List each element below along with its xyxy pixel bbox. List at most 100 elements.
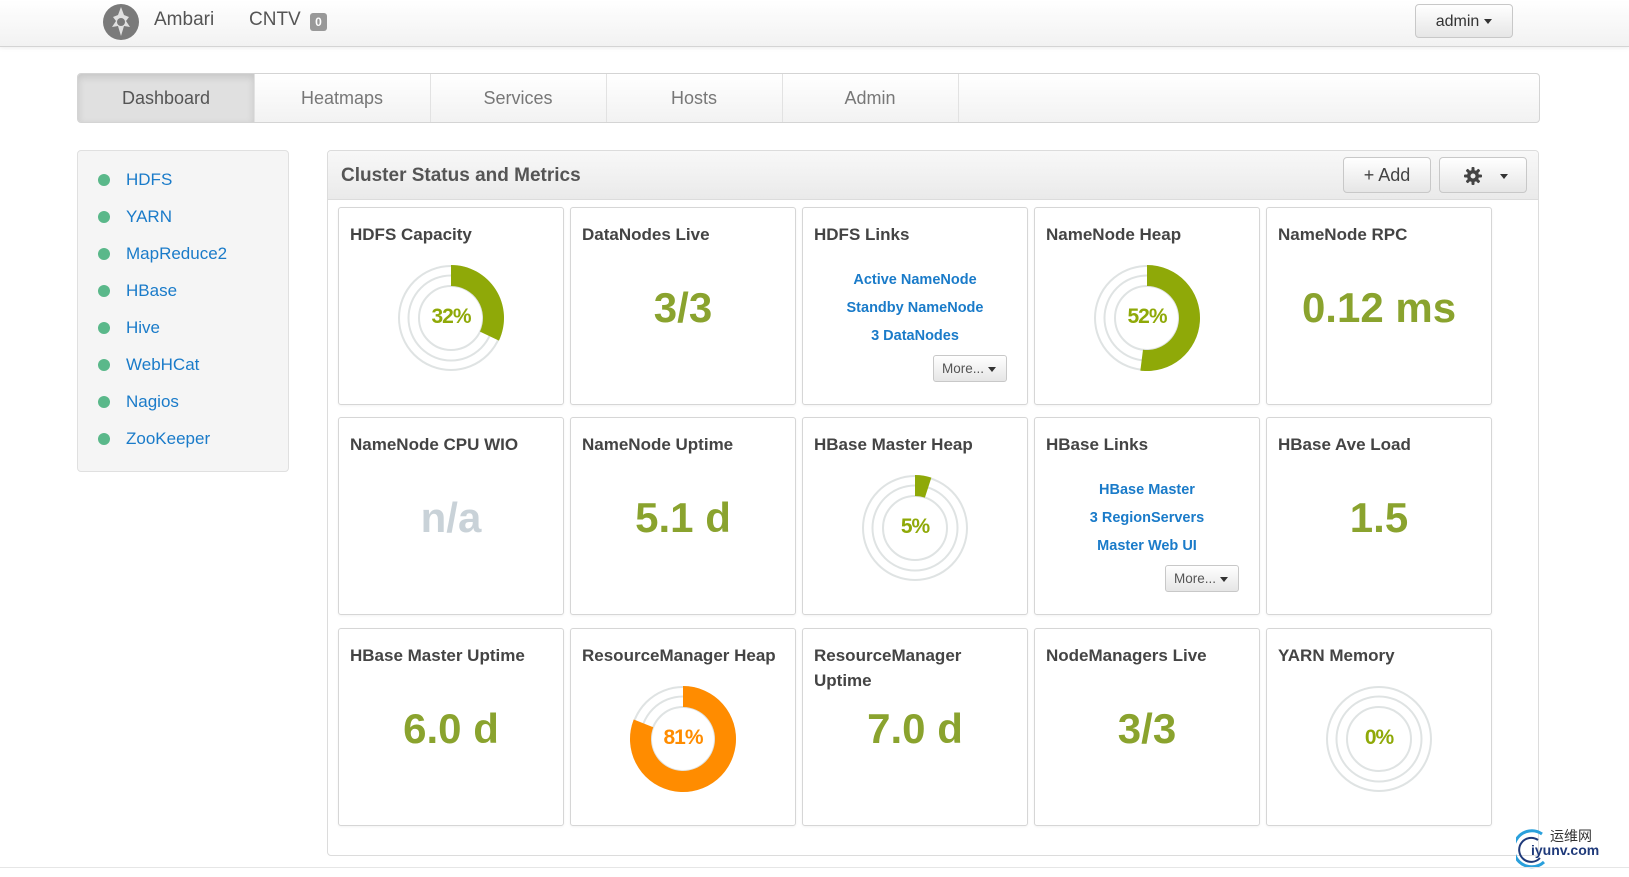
widget-value: 3/3	[1117, 705, 1177, 752]
widget-namenode-rpc[interactable]: NameNode RPC 0.12 ms	[1266, 207, 1492, 405]
status-ok-icon	[98, 211, 110, 223]
status-ok-icon	[98, 433, 110, 445]
panel-header: Cluster Status and Metrics + Add	[328, 151, 1538, 200]
donut-percent-label: 52%	[1127, 305, 1167, 328]
add-widget-button[interactable]: + Add	[1343, 157, 1431, 193]
sidebar-item-label: YARN	[126, 207, 172, 226]
settings-dropdown-button[interactable]	[1439, 157, 1527, 193]
widget-title: DataNodes Live	[582, 225, 710, 244]
widget-namenode-heap[interactable]: NameNode Heap 52%	[1034, 207, 1260, 405]
status-ok-icon	[98, 285, 110, 297]
widget-title: HBase Master Heap	[814, 435, 973, 454]
widget-title: HBase Master Uptime	[350, 646, 525, 665]
widget-namenode-uptime[interactable]: NameNode Uptime 5.1 d	[570, 417, 796, 615]
donut-chart	[1094, 265, 1200, 371]
caret-down-icon	[1500, 174, 1508, 179]
widget-title: ResourceManager Uptime	[814, 646, 962, 690]
widget-resourcemanager-heap[interactable]: ResourceManager Heap 81%	[570, 628, 796, 826]
more-label: More...	[942, 361, 985, 376]
caret-down-icon	[1484, 19, 1493, 25]
caret-down-icon	[988, 366, 997, 372]
status-ok-icon	[98, 248, 110, 260]
widget-resourcemanager-uptime[interactable]: ResourceManager Uptime 7.0 d	[802, 628, 1028, 826]
widget-hbase-links[interactable]: HBase Links HBase Master 3 RegionServers Ma…	[1034, 417, 1260, 615]
widget-namenode-cpu-wio[interactable]: NameNode CPU WIO n/a	[338, 417, 564, 615]
iyunv-watermark-logo-icon	[1516, 829, 1546, 869]
more-dropdown-button[interactable]: More...	[1165, 565, 1239, 592]
sidebar-item-label: Nagios	[126, 392, 179, 411]
status-ok-icon	[98, 359, 110, 371]
user-name: admin	[1435, 13, 1480, 30]
donut-segment	[451, 265, 504, 341]
link-3-datanodes[interactable]: 3 DataNodes	[871, 328, 959, 344]
link-master-web-ui[interactable]: Master Web UI	[1097, 538, 1197, 554]
widget-value: 3/3	[653, 284, 713, 331]
widget-value: 1.5	[1349, 494, 1409, 541]
widget-nodemanagers-live[interactable]: NodeManagers Live 3/3	[1034, 628, 1260, 826]
widget-datanodes-live[interactable]: DataNodes Live 3/3	[570, 207, 796, 405]
sidebar-item-label: HBase	[126, 281, 178, 300]
brand-name[interactable]: Ambari	[154, 9, 215, 30]
widget-value: 5.1 d	[635, 494, 731, 541]
sidebar-item-label: WebHCat	[126, 355, 200, 374]
widget-hbase-master-heap[interactable]: HBase Master Heap 5%	[802, 417, 1028, 615]
tab-hosts[interactable]: Hosts	[606, 74, 783, 122]
link-hbase-master[interactable]: HBase Master	[1099, 482, 1195, 498]
widget-hdfs-capacity[interactable]: HDFS Capacity 32%	[338, 207, 564, 405]
widget-value: 7.0 d	[867, 705, 963, 752]
link-active-namenode[interactable]: Active NameNode	[853, 272, 977, 288]
widget-title: HBase Links	[1046, 435, 1149, 454]
donut-chart	[630, 686, 736, 792]
widget-hbase-ave-load[interactable]: HBase Ave Load 1.5	[1266, 417, 1492, 615]
widget-title: HBase Ave Load	[1278, 435, 1411, 454]
more-dropdown-button[interactable]: More...	[933, 355, 1007, 382]
donut-segment	[1140, 265, 1200, 371]
cluster-name[interactable]: CNTV	[249, 9, 301, 30]
widget-title: NameNode Uptime	[582, 435, 734, 454]
donut-segment	[915, 475, 932, 498]
widget-value: 6.0 d	[403, 705, 499, 752]
widget-title: ResourceManager Heap	[582, 646, 776, 665]
sidebar-item-label: HDFS	[126, 170, 173, 189]
more-label: More...	[1174, 571, 1217, 586]
widget-links: HBase Master 3 RegionServers Master Web UI	[1035, 476, 1259, 560]
ambari-logo-icon[interactable]	[102, 3, 140, 41]
donut-percent-label: 0%	[1364, 726, 1394, 749]
cluster-metrics-panel: Cluster Status and Metrics + Add HDFS Ca…	[327, 150, 1539, 856]
status-ok-icon	[98, 396, 110, 408]
plus-icon: +	[1363, 165, 1375, 185]
status-ok-icon	[98, 174, 110, 186]
widget-title: NodeManagers Live	[1046, 646, 1207, 665]
widget-title: NameNode CPU WIO	[350, 435, 519, 454]
sidebar-item-label: MapReduce2	[126, 244, 228, 263]
main-nav: Dashboard Heatmaps Services Hosts Admin	[77, 73, 1540, 123]
donut-chart	[398, 265, 504, 371]
widget-hbase-master-uptime[interactable]: HBase Master Uptime 6.0 d	[338, 628, 564, 826]
widget-value: 0.12 ms	[1301, 284, 1457, 331]
donut-percent-label: 32%	[431, 305, 471, 328]
watermark-en: iyunv.com	[1531, 842, 1600, 858]
add-label: Add	[1378, 165, 1411, 185]
user-menu-button[interactable]: admin	[1415, 4, 1513, 38]
tab-heatmaps[interactable]: Heatmaps	[254, 74, 431, 122]
panel-title: Cluster Status and Metrics	[341, 165, 581, 186]
link-standby-namenode[interactable]: Standby NameNode	[846, 300, 984, 316]
bottom-divider	[0, 867, 1629, 868]
gear-icon	[1464, 167, 1482, 185]
tab-dashboard[interactable]: Dashboard	[78, 74, 255, 122]
tab-admin[interactable]: Admin	[782, 74, 959, 122]
link-3-regionservers[interactable]: 3 RegionServers	[1089, 510, 1205, 526]
sidebar-item-label: ZooKeeper	[126, 429, 211, 448]
top-navbar: Ambari CNTV 0 admin	[0, 0, 1629, 47]
widget-title: YARN Memory	[1278, 646, 1395, 665]
widget-title: HDFS Links	[814, 225, 910, 244]
services-sidebar: HDFS YARN MapReduce2 HBase Hive WebHCat …	[77, 150, 289, 472]
widget-title: NameNode Heap	[1046, 225, 1182, 244]
ops-count-badge[interactable]: 0	[310, 13, 327, 31]
widget-yarn-memory[interactable]: YARN Memory 0%	[1266, 628, 1492, 826]
tab-services[interactable]: Services	[430, 74, 607, 122]
caret-down-icon	[1220, 576, 1229, 582]
sidebar-item-label: Hive	[126, 318, 161, 337]
widget-hdfs-links[interactable]: HDFS Links Active NameNode Standby NameNod…	[802, 207, 1028, 405]
status-ok-icon	[98, 322, 110, 334]
